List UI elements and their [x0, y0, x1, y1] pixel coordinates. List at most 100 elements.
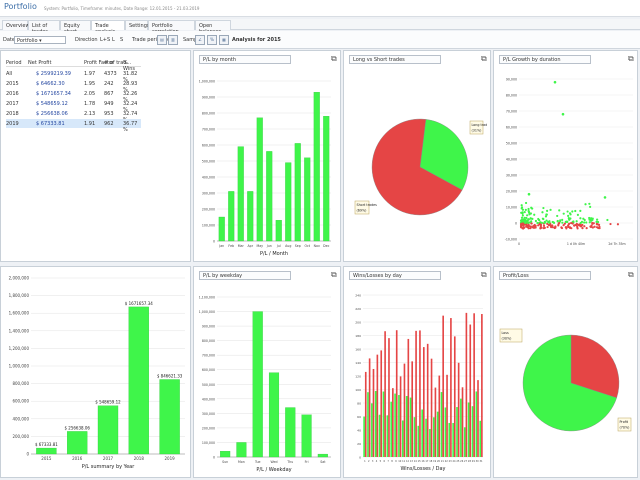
- sample-chart-icon[interactable]: ▦: [219, 35, 229, 45]
- table-row[interactable]: All $ 2599219.39 1.97 4373 31.82 %: [6, 71, 138, 83]
- y-tick-label: 60: [357, 415, 361, 419]
- table-row[interactable]: 2015 $ 64662.30 1.95 242 28.93 %: [6, 81, 138, 93]
- y-tick-label: 160: [355, 348, 361, 352]
- tab-open-balances[interactable]: Open balances: [195, 20, 231, 35]
- scatter-point: [591, 226, 594, 229]
- panel-select-long-short[interactable]: Long vs Short trades: [349, 55, 441, 64]
- scatter-point: [589, 217, 593, 220]
- panel-select-wins-losses[interactable]: Wins/Losses by day: [349, 271, 441, 280]
- scatter-point: [524, 201, 528, 205]
- bar: [159, 379, 180, 455]
- scatter-point: [541, 217, 545, 220]
- scatter-point: [524, 208, 527, 211]
- bar-win: [409, 397, 412, 457]
- y-tick-label: 100,000: [202, 441, 215, 445]
- x-tick-label: Sun: [222, 460, 228, 464]
- scatter-point: [616, 223, 620, 226]
- y-tick-label: 1,000,000: [199, 80, 215, 84]
- scatter-point: [547, 223, 550, 227]
- scatter-point: [536, 221, 539, 225]
- chart-pl-month: 0 100,000 200,000 300,000 400,000 500,000 600,…: [199, 80, 331, 257]
- panel-select-growth-duration[interactable]: P/L Growth by duration: [499, 55, 591, 64]
- table-row-selected[interactable]: 2019 $ 67333.81 1.91 962 36.77 %: [6, 119, 141, 133]
- exit-icon[interactable]: ▥: [168, 35, 178, 45]
- data-label: $ 256638.06: [64, 425, 90, 430]
- x-tick-label: Tue: [254, 460, 260, 464]
- y-tick-label: 1,200,000: [9, 346, 30, 351]
- sample-all-icon[interactable]: ∠: [195, 35, 205, 45]
- scatter-point: [571, 222, 574, 225]
- copy-icon[interactable]: ⧉: [481, 54, 487, 63]
- analysis-label: Analysis for 2015: [232, 37, 281, 43]
- bar-loss: [434, 387, 437, 457]
- pie-label: (69%): [357, 209, 367, 213]
- bar-loss: [411, 361, 414, 457]
- scatter-point: [526, 214, 529, 217]
- scatter-point: [537, 217, 540, 221]
- scatter-point: [589, 218, 592, 222]
- bar-win: [429, 428, 431, 457]
- sample-pct-icon[interactable]: %: [207, 35, 217, 45]
- header-net-profit: Net Profit: [28, 60, 52, 66]
- bar-loss: [465, 312, 468, 457]
- pie-label-box: [469, 120, 484, 135]
- scatter-point: [609, 222, 612, 226]
- tab-portfolio-correlation[interactable]: Portfolio correlation: [148, 20, 195, 35]
- copy-icon[interactable]: ⧉: [331, 54, 337, 63]
- portfolio-select[interactable]: Portfolio ▾: [14, 36, 66, 44]
- scatter-point: [520, 216, 524, 219]
- scatter-point: [530, 222, 533, 225]
- x-tick-label: 20: [437, 460, 441, 463]
- data-label: $ 67333.81: [35, 442, 58, 447]
- toolbar: Date Portfolio ▾ Direction L+S L S Trade…: [0, 31, 640, 49]
- bar-win: [471, 406, 474, 457]
- bar: [313, 92, 320, 242]
- copy-icon[interactable]: ⧉: [331, 270, 337, 279]
- direction-label: Direction: [75, 37, 98, 43]
- table-row[interactable]: 2016 $ 1671657.34 2.05 867 32.26 %: [6, 91, 138, 103]
- y-tick-label: 500,000: [202, 160, 215, 164]
- x-tick-label: Wed: [271, 460, 278, 464]
- bar-loss: [419, 330, 421, 457]
- scatter-point: [571, 210, 574, 213]
- y-tick-label: 2,000,000: [9, 276, 30, 281]
- panel-select-pl-month[interactable]: P/L by month: [199, 55, 291, 64]
- tab-trade-analysis[interactable]: Trade analysis: [91, 20, 125, 35]
- bar: [256, 117, 263, 242]
- entry-icon[interactable]: ▤: [157, 35, 167, 45]
- direction-s[interactable]: S: [120, 37, 124, 43]
- y-tick-label: 1,000,000: [9, 364, 30, 369]
- y-tick-label: 0: [26, 452, 29, 457]
- copy-icon[interactable]: ⧉: [628, 54, 634, 63]
- direction-l[interactable]: L: [112, 37, 115, 43]
- scatter-point: [522, 227, 525, 230]
- pie-label: (30%): [502, 337, 512, 341]
- tab-list-of-trades[interactable]: List of trades: [28, 20, 60, 35]
- panel-select-profit-loss[interactable]: Profit/Loss: [499, 271, 591, 280]
- x-tick-label: 17: [425, 460, 429, 463]
- bar-win: [421, 409, 423, 457]
- tab-overview[interactable]: Overview: [2, 20, 30, 30]
- bar-win: [448, 422, 451, 457]
- table-row[interactable]: 2017 $ 548659.12 1.78 949 32.24 %: [6, 101, 138, 113]
- x-tick-label: 13: [410, 460, 414, 463]
- scatter-point: [568, 218, 571, 221]
- bar-win: [394, 393, 396, 457]
- tab-settings[interactable]: Settings: [125, 20, 150, 30]
- copy-icon[interactable]: ⧉: [628, 270, 634, 279]
- direction-ls[interactable]: L+S: [100, 37, 111, 43]
- panel-select-pl-weekday[interactable]: P/L by weekday: [199, 271, 291, 280]
- tab-equity-chart[interactable]: Equity chart: [60, 20, 91, 35]
- scatter-point: [560, 226, 564, 230]
- scatter-point: [533, 213, 536, 216]
- app-subtitle: System: Portfolio, Timeframe: minutes, D…: [44, 6, 200, 11]
- x-tick-label: 15: [418, 460, 422, 463]
- bar-loss: [384, 331, 386, 457]
- copy-icon[interactable]: ⧉: [481, 270, 487, 279]
- x-tick-label: 2017: [103, 456, 114, 461]
- scatter-point: [585, 227, 588, 230]
- scatter-point: [603, 196, 607, 199]
- bar-loss: [388, 338, 390, 457]
